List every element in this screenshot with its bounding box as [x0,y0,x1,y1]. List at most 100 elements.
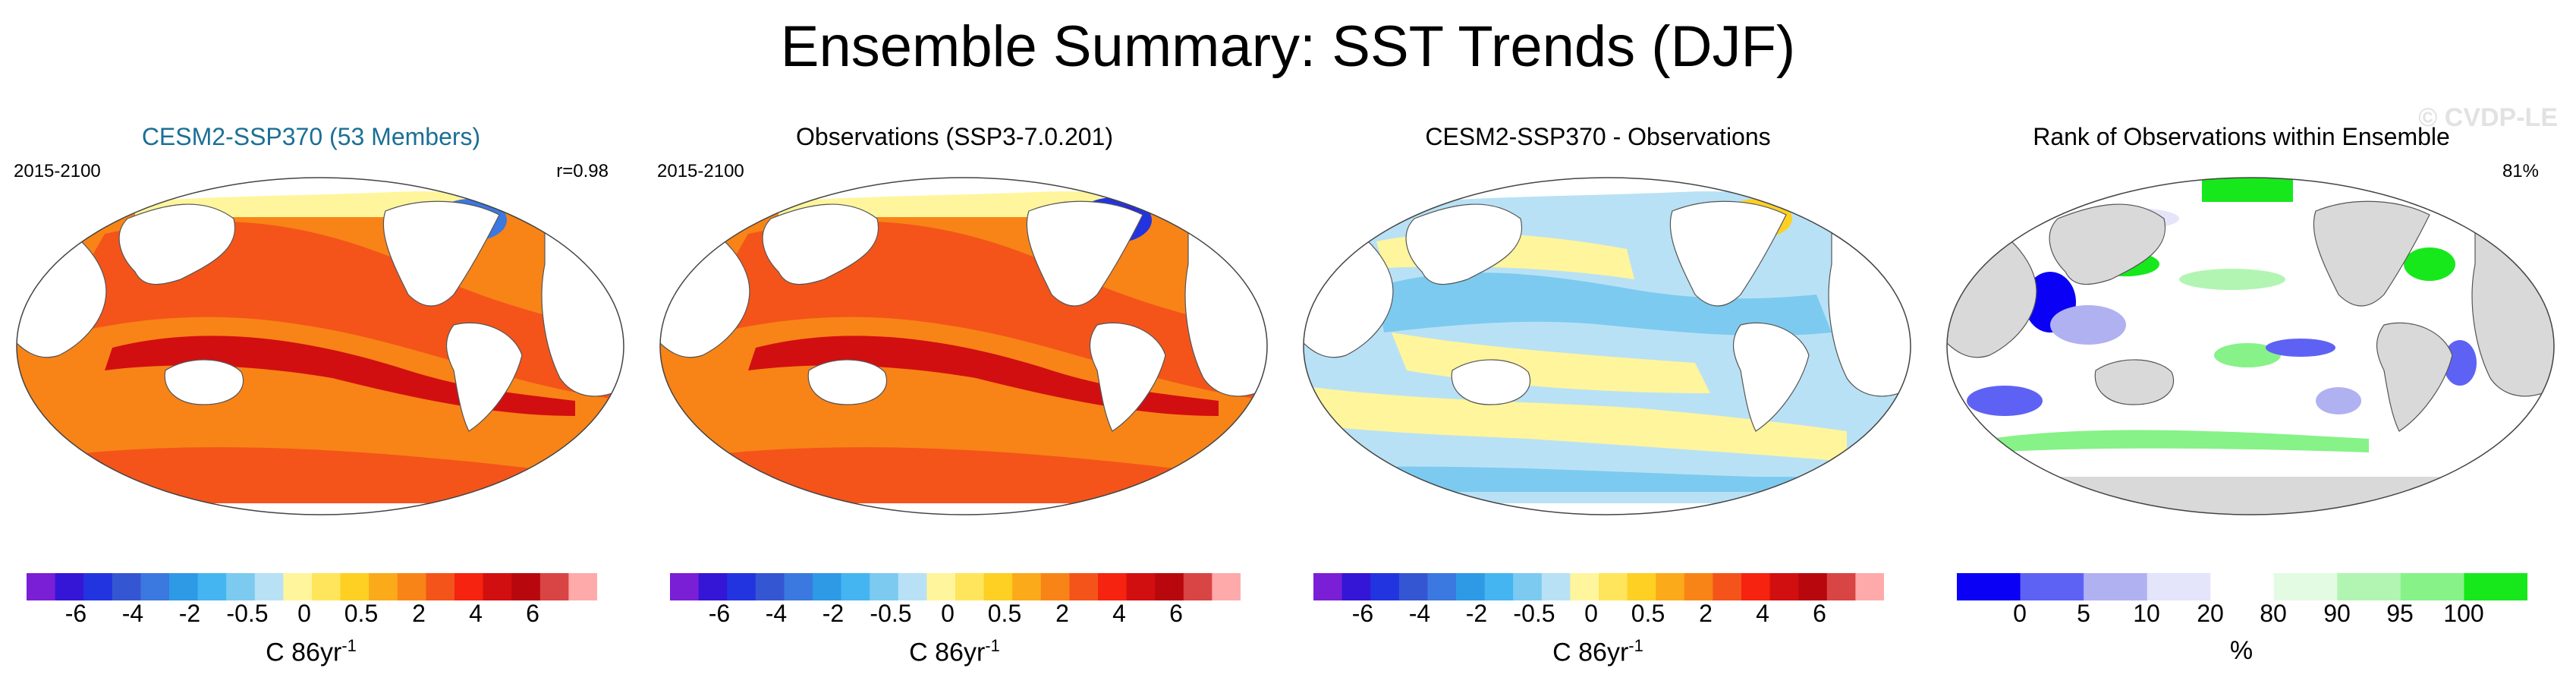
colorbar-swatch [1126,573,1156,600]
asia-land [118,203,236,285]
colorbar-swatch [2400,573,2464,600]
panel-observations: Observations (SSP3-7.0.201) 2015-2100 -6… [643,114,1268,676]
colorbar-swatch [1398,573,1428,600]
colorbar-tick: -4 [765,600,788,627]
colorbar-tick: -0.5 [226,600,269,627]
colorbar-swatch [226,573,256,600]
colorbar-swatch [2337,573,2401,600]
australia-land [1451,359,1531,405]
australia-land [164,359,244,405]
colorbar-tick: -2 [822,600,845,627]
colorbar-swatch [340,573,370,600]
antarctica-land [1947,477,2554,515]
colorbar-swatch [1855,573,1884,600]
trend-map [659,177,1268,515]
colorbar-swatch [1741,573,1771,600]
colorbar-swatch [369,573,398,600]
rank-patch [2050,305,2126,345]
colorbar-swatch [1183,573,1213,600]
colorbar-tick: 0.5 [344,600,379,627]
colorbar-swatch [698,573,728,600]
colorbar-swatch [568,573,597,600]
colorbar-tick: 80 [2260,600,2287,627]
panel-difference: CESM2-SSP370 - Observations -6 -4 -2 -0.… [1287,114,1911,676]
australia-land [807,359,888,405]
colorbar-swatch [2020,573,2084,600]
panel-title: Rank of Observations within Ensemble [2033,123,2450,150]
colorbar-tick: 2 [1699,600,1713,627]
colorbar-swatch [27,573,56,600]
colorbar-swatch [2464,573,2527,600]
trend-map [16,177,624,515]
colorbar-swatch [1212,573,1241,600]
colorbar-tick: 4 [469,600,483,627]
colorbar-swatch [2147,573,2211,600]
north-america-land [1669,200,1787,307]
map-border [659,177,1268,515]
colorbar-swatch [2210,573,2275,600]
colorbar-tick: 90 [2323,600,2351,627]
colorbar-tick: -2 [1465,600,1488,627]
ocean-field [1304,178,1911,515]
colorbar-tick: 0 [297,600,311,627]
map-border [1946,177,2555,515]
rank-patch [1989,430,2369,452]
colorbar-swatch [1427,573,1457,600]
asia-land [2049,203,2166,285]
colorbar-swatch [140,573,170,600]
colorbar-swatch [1826,573,1856,600]
map-border [1303,177,1911,515]
colorbar-swatch [1769,573,1799,600]
colorbar-swatch [2084,573,2148,600]
rank-patch [2316,387,2361,414]
australia-land [2094,359,2175,405]
colorbar-swatch [784,573,813,600]
colorbar-swatch [1599,573,1628,600]
field-band [748,336,1219,416]
colorbar-swatch [483,573,512,600]
north-america-land [1026,200,1143,307]
colorbar-tick: -0.5 [1513,600,1555,627]
colorbar-swatch [1484,573,1514,600]
colorbar-swatch [83,573,113,600]
colorbar-swatch [1570,573,1599,600]
rank-patch [2202,178,2293,202]
colorbar-swatch [1098,573,1128,600]
rank-patch [2214,343,2281,367]
colorbar-tick: 2 [412,600,426,627]
difference-map [1303,177,1911,515]
colorbar-swatch [955,573,985,600]
colorbar-tick: 6 [1813,600,1826,627]
field-band [105,336,575,416]
colorbar-swatch [670,573,700,600]
antarctica-land [1304,503,1911,515]
colorbar-tick: 0.5 [1631,600,1665,627]
colorbar-swatch [397,573,426,600]
colorbar-swatch [254,573,284,600]
colorbar-unit: C 86yr-1 [266,636,357,667]
field-band [1376,273,1832,336]
colorbar-tick: 20 [2197,600,2224,627]
panel-model: CESM2-SSP370 (53 Members) 2015-2100 r=0.… [0,114,624,676]
colorbar [1313,573,1884,600]
colorbar-tick: 4 [1756,600,1769,627]
colorbar-unit: % [2229,636,2254,665]
colorbar-tick: 5 [2077,600,2090,627]
colorbar-tick: 0.5 [987,600,1022,627]
colorbar [27,573,597,600]
colorbar-swatch [312,573,341,600]
colorbar-swatch [426,573,455,600]
colorbar-swatch [755,573,785,600]
colorbar-swatch [283,573,313,600]
colorbar-swatch [55,573,84,600]
rank-patch [2179,269,2285,290]
rank-patch [1967,386,2043,416]
colorbar-tick: -6 [1351,600,1374,627]
period-label: 2015-2100 [657,161,744,181]
colorbar-swatch [1313,573,1343,600]
field-band [1304,386,1847,462]
colorbar-tick: 100 [2443,600,2484,627]
colorbar-swatch [1684,573,1713,600]
colorbar-swatch [511,573,541,600]
colorbar-swatch [454,573,484,600]
